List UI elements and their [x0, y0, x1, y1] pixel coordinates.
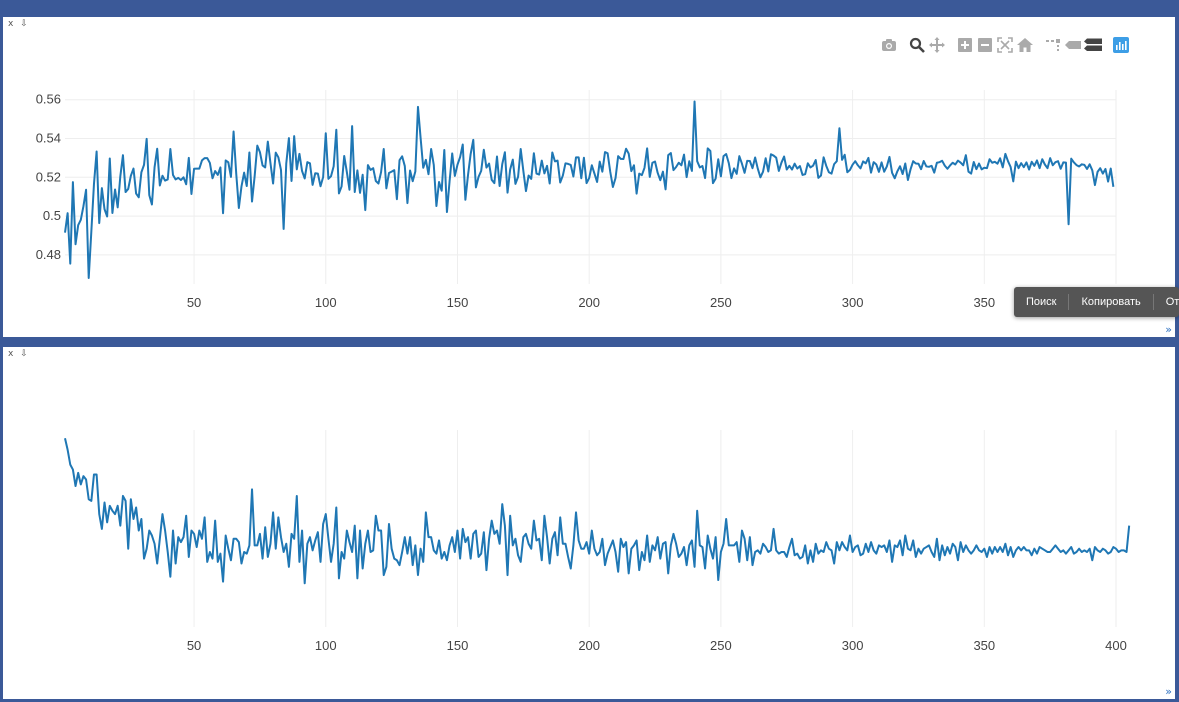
bottom-chart-x-tick-label: 400 [1105, 638, 1127, 653]
bottom-chart-x-tick-label: 150 [447, 638, 469, 653]
bottom-chart-x-tick-label: 200 [578, 638, 600, 653]
top-chart-y-tick-label: 0.54 [36, 131, 61, 146]
bottom-chart-x-tick-label: 100 [315, 638, 337, 653]
context-menu-copy[interactable]: Копировать [1069, 294, 1154, 310]
autoscale-icon[interactable] [995, 35, 1015, 55]
top-chart-y-tick-label: 0.48 [36, 247, 61, 262]
hover-closest-icon[interactable] [1063, 35, 1083, 55]
top-chart-x-tick-label: 300 [842, 295, 864, 310]
panel-pin-button[interactable]: ⇩ [20, 19, 28, 29]
context-menu-more[interactable]: От [1165, 296, 1179, 308]
home-icon[interactable] [1015, 35, 1035, 55]
modebar [879, 35, 1131, 55]
zoom-in-icon[interactable] [955, 35, 975, 55]
line-chart-bottom[interactable]: 0.0690.06950.0750100150200250300350400 [3, 347, 1175, 699]
panel-pin-button[interactable]: ⇩ [20, 349, 28, 359]
top-chart-x-tick-label: 250 [710, 295, 732, 310]
top-chart-x-tick-label: 200 [578, 295, 600, 310]
resize-handle-icon[interactable]: » [1165, 685, 1172, 698]
hover-compare-icon[interactable] [1083, 35, 1103, 55]
top-chart-x-tick-label: 50 [187, 295, 201, 310]
top-chart-x-tick-label: 100 [315, 295, 337, 310]
top-chart-y-tick-label: 0.5 [43, 208, 61, 223]
top-chart-x-tick-label: 150 [447, 295, 469, 310]
bottom-chart-x-tick-label: 50 [187, 638, 201, 653]
camera-icon[interactable] [879, 35, 899, 55]
spike-lines-icon[interactable] [1043, 35, 1063, 55]
line-chart-top[interactable]: 0.480.50.520.540.56501001502002503003504… [3, 17, 1175, 337]
panel-close-button[interactable]: x [8, 349, 14, 359]
bottom-chart-x-tick-label: 250 [710, 638, 732, 653]
top-chart-y-tick-label: 0.56 [36, 92, 61, 107]
plotly-logo-icon[interactable] [1111, 35, 1131, 55]
panel-close-button[interactable]: x [8, 19, 14, 29]
zoom-icon[interactable] [907, 35, 927, 55]
context-menu-search[interactable]: Поиск [1014, 294, 1070, 310]
top-chart-x-tick-label: 350 [973, 295, 995, 310]
panel-controls: x ⇩ [8, 19, 32, 29]
zoom-out-icon[interactable] [975, 35, 995, 55]
bottom-chart-series-line[interactable] [64, 438, 1131, 585]
bottom-chart-x-tick-label: 300 [842, 638, 864, 653]
top-chart-y-tick-label: 0.52 [36, 169, 61, 184]
pan-icon[interactable] [927, 35, 947, 55]
chart-panel-bottom: x ⇩ 0.0690.06950.07501001502002503003504… [3, 347, 1175, 699]
chart-panel-top: x ⇩ [3, 17, 1175, 337]
context-menu: Поиск Копировать От [1014, 287, 1179, 317]
panel-controls: x ⇩ [8, 349, 32, 359]
bottom-chart-x-tick-label: 350 [973, 638, 995, 653]
resize-handle-icon[interactable]: » [1165, 323, 1172, 336]
top-chart-series-line[interactable] [64, 100, 1115, 279]
